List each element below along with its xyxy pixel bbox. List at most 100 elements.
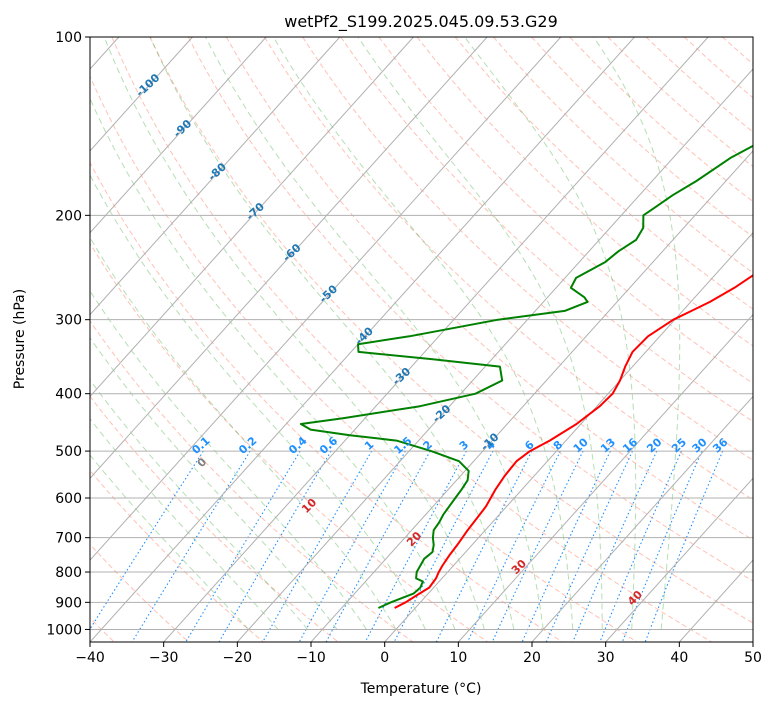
grid-lines xyxy=(90,37,753,642)
mixing-ratio-line xyxy=(621,450,703,642)
dry-adiabat-line xyxy=(531,37,753,238)
profile-series xyxy=(299,144,753,609)
moist-adiabat-line xyxy=(90,418,279,630)
mixing-ratio-line xyxy=(131,450,251,642)
x-tick-label: −30 xyxy=(149,650,179,666)
mixing-ratio-label: 20 xyxy=(644,435,664,455)
x-tick-label: 50 xyxy=(744,650,762,666)
mixing-ratio-label: 0.6 xyxy=(317,434,340,457)
dry-adiabat-line xyxy=(493,37,753,274)
dry-adiabat-line xyxy=(340,37,753,423)
chart-title: wetPf2_S199.2025.045.09.53.G29 xyxy=(284,12,558,32)
x-tick-label: 40 xyxy=(670,650,688,666)
plot-frame xyxy=(89,36,754,643)
isotherm-line xyxy=(90,37,341,316)
dry-adiabat-label: 20 xyxy=(404,529,424,549)
dry-adiabat-line xyxy=(90,75,638,642)
isotherm-line xyxy=(752,641,753,642)
moist-adiabat-line xyxy=(357,37,603,630)
dry-adiabat-line xyxy=(90,543,190,642)
mixing-ratio-line xyxy=(298,450,406,642)
y-tick-label: 1000 xyxy=(46,622,82,638)
moist-adiabat-line xyxy=(90,173,426,630)
dry-adiabat-line xyxy=(111,37,712,642)
x-tick-label: 0 xyxy=(380,650,389,666)
y-tick-label: 200 xyxy=(55,208,82,224)
y-tick-label: 400 xyxy=(55,387,82,403)
moist-adiabat-line xyxy=(593,37,681,630)
moist-adiabat-line xyxy=(103,37,485,630)
isotherm-line xyxy=(90,37,488,480)
mixing-ratio-line xyxy=(644,450,724,642)
mixing-ratio-line xyxy=(491,450,584,642)
x-tick-label: 10 xyxy=(449,650,467,666)
dry-adiabat-line xyxy=(378,37,753,385)
y-axis: 100 200 300 400 500 600 700 800 900 1000 xyxy=(46,30,90,638)
mixing-ratio-label: 30 xyxy=(690,435,710,455)
moist-adiabat-line xyxy=(149,37,515,630)
mixing-ratio-line xyxy=(185,450,301,642)
isotherm-line xyxy=(310,150,753,642)
dry-adiabat-label: 10 xyxy=(299,496,319,516)
moist-adiabat-line xyxy=(464,37,637,630)
isotherm-line xyxy=(605,477,753,642)
y-tick-label: 900 xyxy=(55,595,82,611)
dry-adiabat-line xyxy=(149,37,753,624)
y-tick-label: 700 xyxy=(55,531,82,547)
isotherm-line xyxy=(678,559,753,642)
mixing-ratio-label: 0.4 xyxy=(286,434,309,457)
dewpoint-line xyxy=(299,144,753,609)
mixing-ratio-line xyxy=(599,450,682,642)
moist-adiabat-line xyxy=(90,97,456,630)
isotherm-line xyxy=(90,37,414,398)
y-tick-label: 300 xyxy=(55,313,82,329)
dry-adiabat-line xyxy=(569,37,753,203)
x-axis-label: Temperature (°C) xyxy=(360,681,482,697)
mixing-ratio-line xyxy=(262,450,373,642)
dry-adiabat-line xyxy=(607,37,753,168)
dry-adiabat-line xyxy=(683,37,753,99)
mixing-ratio-line xyxy=(467,450,561,642)
x-tick-label: 30 xyxy=(597,650,615,666)
mixing-ratio-label: 0.1 xyxy=(189,434,212,457)
isotherm-line xyxy=(90,37,193,152)
dry-adiabat-line xyxy=(90,469,264,642)
dry-adiabat-line xyxy=(454,37,753,310)
moist-adiabat-line xyxy=(90,290,367,630)
x-tick-label: −40 xyxy=(75,650,105,666)
moist-adiabat-line xyxy=(90,379,308,630)
dry-adiabat-line xyxy=(264,37,753,501)
mixing-ratio-label: 10 xyxy=(571,435,591,455)
mixing-ratio-label: 36 xyxy=(710,435,730,455)
temperature-line xyxy=(394,274,753,609)
mixing-ratio-line xyxy=(521,450,611,642)
isotherm-line xyxy=(90,37,635,642)
mixing-ratio-line xyxy=(545,450,633,642)
mixing-ratio-line xyxy=(364,450,467,642)
dry-adiabat-line xyxy=(645,37,753,133)
mixing-ratio-label: 16 xyxy=(620,435,640,455)
isotherm-line xyxy=(457,313,753,642)
line-labels: 0.1 0.2 0.4 0.6 1 1.5 2 3 4 6 8 10 13 16 20 25 30 36-100-… xyxy=(133,71,730,608)
y-axis-label: Pressure (hPa) xyxy=(12,289,28,389)
x-tick-label: −20 xyxy=(223,650,253,666)
dry-adiabat-label: 30 xyxy=(509,557,529,577)
y-tick-label: 800 xyxy=(55,565,82,581)
y-tick-label: 600 xyxy=(55,491,82,507)
dry-adiabat-line xyxy=(90,395,339,642)
isotherm-line xyxy=(384,231,753,642)
mixing-ratio-line xyxy=(90,450,204,630)
y-tick-label: 500 xyxy=(55,444,82,460)
moist-adiabat-line xyxy=(90,454,249,630)
moist-adiabat-line xyxy=(90,336,338,630)
isotherm-line xyxy=(163,37,709,642)
moist-adiabat-line xyxy=(272,37,574,630)
isotherm-line xyxy=(90,37,562,561)
dry-adiabat-label: 0 xyxy=(195,455,210,470)
moist-adiabat-line xyxy=(205,37,544,630)
dry-adiabat-line xyxy=(302,37,753,461)
mixing-ratio-line xyxy=(572,450,658,642)
moist-adiabat-line xyxy=(90,236,397,630)
mixing-ratio-label: 1.5 xyxy=(391,434,414,457)
